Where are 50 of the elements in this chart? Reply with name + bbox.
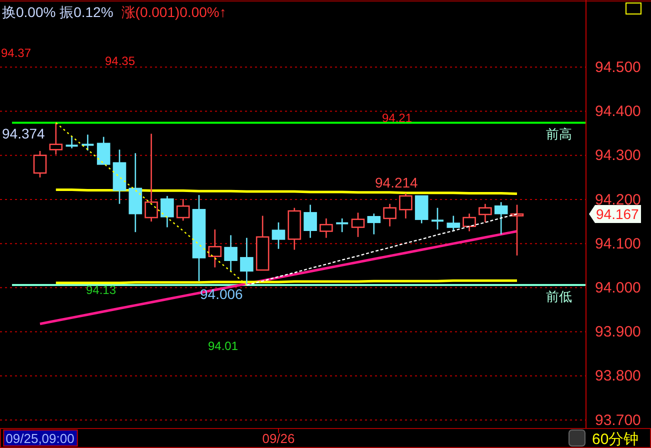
y-tick-label: 94.300 <box>595 147 641 164</box>
candlestick <box>144 133 158 222</box>
candlestick <box>494 201 508 235</box>
y-tick-label: 93.700 <box>595 412 641 429</box>
ref-line-label: 前高 <box>546 126 572 142</box>
chart-subtitle: 涨(0.001)0.00%↑ <box>121 4 226 20</box>
candlestick <box>96 136 110 165</box>
candlestick <box>176 198 190 222</box>
text: 94.167 <box>596 206 640 222</box>
candlestick <box>383 203 396 228</box>
y-tick-label: 93.900 <box>595 324 641 341</box>
y-tick-label: 94.100 <box>595 235 641 252</box>
annotation: 94.374 <box>2 126 46 142</box>
y-tick-label: 94.500 <box>595 58 641 76</box>
annotation: 94.214 <box>375 174 418 190</box>
candlestick <box>320 218 333 238</box>
x-tick-label: 09/25,09:00 <box>6 431 74 446</box>
candlestick <box>33 150 47 178</box>
annotation: 94.006 <box>200 286 244 302</box>
text: 94.37 <box>1 46 32 60</box>
candlestick <box>336 218 348 233</box>
annotation: 94.35 <box>105 54 136 68</box>
candlestick <box>160 195 174 228</box>
line-series <box>38 230 518 326</box>
candlestick <box>351 212 365 238</box>
candlestick <box>446 215 460 231</box>
candlestick <box>399 192 412 220</box>
candlestick <box>82 134 94 152</box>
candlestick <box>208 228 222 268</box>
candlestick <box>49 122 63 156</box>
annotation: 94.21 <box>382 111 412 125</box>
candlestick <box>462 212 476 232</box>
chart-title: 换0.00% 振0.12% <box>2 4 114 20</box>
annotation: 94.13 <box>86 283 116 297</box>
candlestick <box>272 222 286 250</box>
y-tick-label: 94.400 <box>595 103 641 120</box>
candlestick <box>66 135 78 149</box>
y-tick-label: 94.000 <box>595 279 641 296</box>
candlestick <box>240 237 254 286</box>
candlestick <box>224 234 238 272</box>
candlestick <box>478 203 492 224</box>
candlestick <box>414 195 428 224</box>
text: 60分钟 <box>592 431 639 448</box>
y-tick-label: 93.800 <box>595 368 641 385</box>
candlestick <box>304 204 317 238</box>
ref-line-label: 前低 <box>546 289 572 304</box>
y-tick-label: 94.200 <box>595 191 641 208</box>
annotation: 94.01 <box>208 339 238 353</box>
candlestick <box>367 212 381 235</box>
x-tick-label: 09/26 <box>262 431 295 446</box>
